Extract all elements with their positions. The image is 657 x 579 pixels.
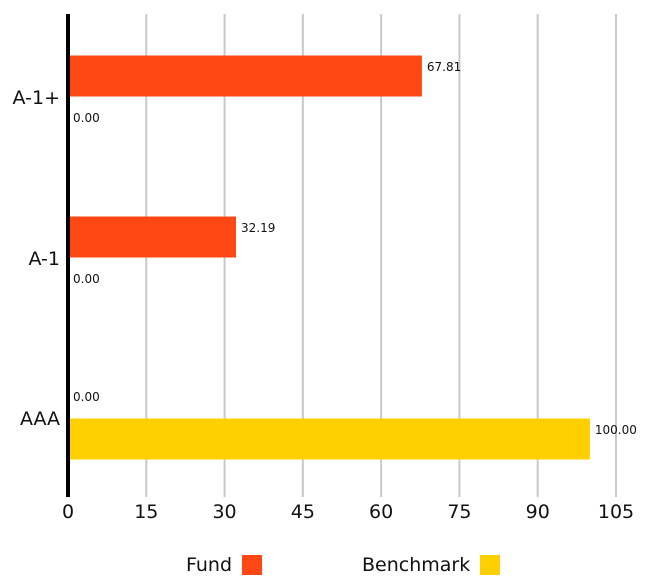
x-tick-label: 60	[369, 501, 393, 523]
legend-item-fund: Fund	[186, 552, 263, 578]
legend-item-benchmark: Benchmark	[362, 552, 501, 578]
bar	[68, 55, 422, 97]
bars	[68, 55, 590, 460]
data-label: 0.00	[73, 390, 100, 404]
legend-label-benchmark: Benchmark	[362, 554, 471, 576]
x-tick-label: 75	[447, 501, 471, 523]
x-tick-labels: 0 15 30 45 60 75 90 105	[62, 501, 634, 523]
bar	[68, 216, 237, 258]
x-tick-label: 105	[598, 501, 634, 523]
category-label: A-1	[28, 248, 60, 270]
x-tick-label: 45	[291, 501, 315, 523]
category-label: A-1+	[13, 87, 60, 109]
data-label: 67.81	[427, 60, 461, 74]
legend-label-fund: Fund	[186, 554, 233, 576]
category-labels: A-1+ A-1 AAA	[13, 87, 60, 430]
x-tick-label: 90	[526, 501, 550, 523]
data-label: 100.00	[595, 423, 637, 437]
data-label: 32.19	[241, 221, 275, 235]
x-tick-label: 15	[134, 501, 158, 523]
data-label: 0.00	[73, 272, 100, 286]
x-tick-label: 30	[212, 501, 236, 523]
legend-swatch-benchmark	[480, 555, 501, 575]
bar	[68, 418, 590, 460]
x-tick-label: 0	[62, 501, 74, 523]
data-label: 0.00	[73, 111, 100, 125]
data-labels: 67.81 0.00 32.19 0.00 0.00 100.00	[73, 60, 637, 437]
legend-swatch-fund	[242, 555, 263, 575]
category-label: AAA	[20, 408, 60, 430]
